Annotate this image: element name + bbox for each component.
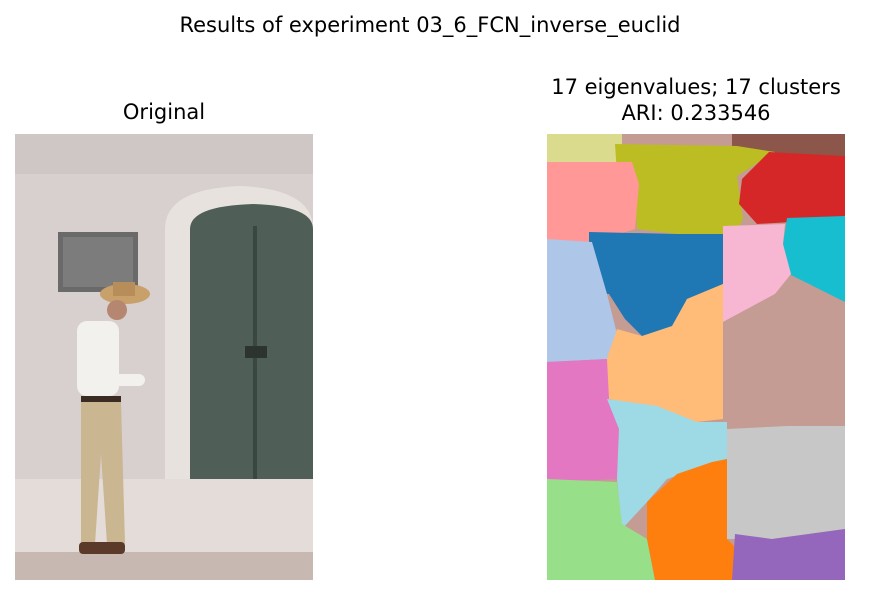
segmentation-title: 17 eigenvalues; 17 clusters ARI: 0.23354…: [512, 74, 880, 126]
ground: [15, 552, 313, 580]
figure-suptitle: Results of experiment 03_6_FCN_inverse_e…: [0, 13, 860, 37]
segmentation-title-line1: 17 eigenvalues; 17 clusters: [512, 74, 880, 100]
cluster-c4: [547, 162, 639, 244]
arm: [105, 374, 145, 386]
cluster-c0: [547, 134, 622, 164]
brick-base: [15, 479, 313, 554]
head: [107, 300, 127, 320]
door-lock: [245, 346, 267, 358]
hat-crown: [113, 282, 135, 296]
wall-shade: [15, 134, 313, 174]
cluster-c13: [727, 426, 845, 539]
segmentation-map: [547, 134, 845, 580]
belt: [81, 396, 121, 402]
original-image-title: Original: [15, 99, 313, 125]
segmentation-ari: ARI: 0.233546: [512, 100, 880, 126]
plaque-inner: [63, 237, 133, 287]
original-image: [15, 134, 313, 580]
shoes: [79, 542, 125, 554]
